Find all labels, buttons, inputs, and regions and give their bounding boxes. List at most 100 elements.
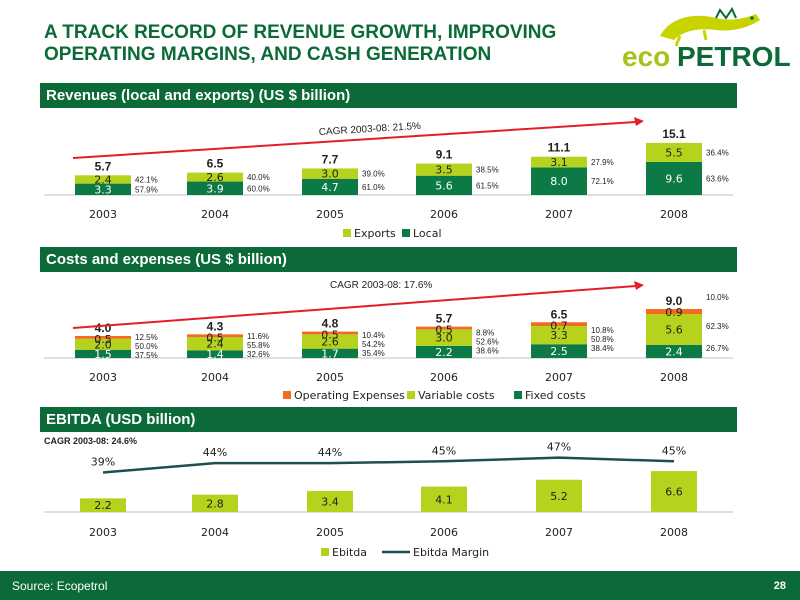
bar-exports bbox=[646, 142, 702, 162]
x-tick-label: 2005 bbox=[316, 526, 344, 539]
revenues-chart: 3.32.45.7 42.1%57.9% 2003 3.92.66.5 40.0% 60.… bbox=[44, 117, 733, 240]
bar-ebitda bbox=[307, 490, 353, 512]
data-label-operating-expenses: 0.7 bbox=[550, 319, 568, 332]
data-label-total: 4.3 bbox=[207, 319, 224, 333]
bar-local bbox=[416, 175, 472, 195]
bar-exports bbox=[416, 163, 472, 176]
bar-exports bbox=[187, 172, 243, 182]
percent-label-variable-costs: 55.8% bbox=[247, 341, 270, 350]
percent-label-variable-costs: 54.2% bbox=[362, 340, 385, 349]
data-label-ebitda: 4.1 bbox=[435, 493, 453, 506]
percent-label-local: 61.5% bbox=[476, 181, 499, 190]
bar-local bbox=[531, 167, 587, 195]
cagr-trend-line bbox=[72, 285, 637, 329]
data-label-ebitda: 5.2 bbox=[550, 490, 568, 503]
percent-label-operating-expenses: 10.8% bbox=[591, 326, 614, 335]
bar-operating-expenses bbox=[646, 309, 702, 314]
bar-ebitda bbox=[421, 486, 467, 512]
bar-ebitda bbox=[192, 494, 238, 512]
page-title: A TRACK RECORD OF REVENUE GROWTH, IMPROV… bbox=[44, 22, 557, 65]
cagr-annotation: CAGR 2003-08: 24.6% bbox=[44, 436, 137, 446]
legend-label-local: Local bbox=[413, 227, 442, 240]
x-tick-label: 2007 bbox=[545, 208, 573, 221]
percent-label-fixed-costs: 35.4% bbox=[362, 349, 385, 358]
data-label-operating-expenses: 0.5 bbox=[206, 331, 224, 344]
cagr-arrowhead bbox=[634, 281, 644, 290]
margin-label: 45% bbox=[432, 444, 456, 457]
legend-swatch-variable-costs bbox=[407, 391, 415, 399]
source-note: Source: Ecopetrol bbox=[12, 579, 108, 593]
legend-label-exports: Exports bbox=[354, 227, 396, 240]
logo-petrol-text: PETROL bbox=[677, 41, 790, 72]
margin-label: 39% bbox=[91, 455, 115, 468]
data-label-operating-expenses: 0.5 bbox=[321, 329, 339, 342]
data-label-fixed-costs: 1.4 bbox=[206, 348, 224, 361]
cagr-trend-line bbox=[72, 121, 637, 159]
percent-label-fixed-costs: 37.5% bbox=[135, 351, 158, 360]
page-number: 28 bbox=[773, 580, 786, 592]
data-label-total: 15.1 bbox=[662, 127, 686, 141]
ebitda-chart: 2.2 39% 2003 2.8 44% 2004 3.4 44% 2005 4.1 45% 2006… bbox=[44, 436, 733, 559]
percent-label-operating-expenses: 10.0% bbox=[706, 293, 729, 302]
data-label-ebitda: 3.4 bbox=[321, 495, 339, 508]
percent-label-exports: 38.5% bbox=[476, 166, 499, 175]
logo-eco-text: eco bbox=[622, 41, 670, 72]
legend-label-fixed-costs: Fixed costs bbox=[525, 389, 586, 402]
margin-label: 44% bbox=[318, 446, 342, 459]
bar-exports bbox=[75, 175, 131, 184]
percent-label-exports: 27.9% bbox=[591, 158, 614, 167]
bar-local bbox=[302, 178, 358, 195]
data-label-local: 3.3 bbox=[94, 183, 112, 196]
data-label-fixed-costs: 2.5 bbox=[550, 345, 568, 358]
x-tick-label: 2004 bbox=[201, 371, 229, 384]
data-label-ebitda: 2.8 bbox=[206, 497, 224, 510]
data-label-total: 6.5 bbox=[551, 307, 568, 321]
data-label-ebitda: 6.6 bbox=[665, 486, 683, 499]
legend-swatch-local bbox=[402, 229, 410, 237]
percent-label-fixed-costs: 38.6% bbox=[476, 346, 499, 355]
x-tick-label: 2006 bbox=[430, 526, 458, 539]
data-label-exports: 2.6 bbox=[206, 171, 224, 184]
percent-label-local: 57.9% bbox=[135, 185, 158, 194]
percent-label-exports: 42.1% bbox=[135, 175, 158, 184]
bar-operating-expenses bbox=[302, 331, 358, 335]
bar-local bbox=[75, 183, 131, 195]
data-label-total: 9.1 bbox=[436, 148, 453, 162]
ebitda-margin-line bbox=[102, 456, 675, 474]
percent-label-local: 61.0% bbox=[362, 183, 385, 192]
percent-label-local: 72.1% bbox=[591, 177, 614, 186]
percent-label-fixed-costs: 38.4% bbox=[591, 344, 614, 353]
data-label-variable-costs: 3.0 bbox=[435, 332, 453, 345]
bar-exports bbox=[302, 168, 358, 179]
margin-label: 47% bbox=[547, 441, 571, 454]
data-label-operating-expenses: 0.5 bbox=[94, 333, 112, 346]
data-label-local: 5.6 bbox=[435, 179, 453, 192]
percent-label-variable-costs: 52.6% bbox=[476, 337, 499, 346]
data-label-local: 4.7 bbox=[321, 181, 339, 194]
data-label-total: 5.7 bbox=[436, 312, 453, 326]
percent-label-operating-expenses: 11.6% bbox=[247, 332, 269, 341]
revenues-section-header: Revenues (local and exports) (US $ billi… bbox=[40, 83, 737, 108]
legend-swatch-exports bbox=[343, 229, 351, 237]
x-tick-label: 2003 bbox=[89, 208, 117, 221]
bar-operating-expenses bbox=[531, 322, 587, 327]
data-label-variable-costs: 5.6 bbox=[665, 323, 683, 336]
x-tick-label: 2007 bbox=[545, 526, 573, 539]
data-label-total: 4.0 bbox=[95, 321, 112, 335]
bar-variable-costs bbox=[75, 338, 131, 350]
percent-label-exports: 39.0% bbox=[362, 170, 385, 179]
data-label-local: 3.9 bbox=[206, 182, 224, 195]
percent-label-fixed-costs: 32.6% bbox=[247, 350, 270, 359]
legend-label-ebitda: Ebitda bbox=[332, 546, 367, 559]
cagr-annotation: CAGR 2003-08: 21.5% bbox=[318, 121, 421, 138]
bar-ebitda bbox=[651, 471, 697, 512]
percent-label-fixed-costs: 26.7% bbox=[706, 344, 729, 353]
bar-fixed-costs bbox=[531, 344, 587, 358]
costs-chart: 1.52.00.54.012.5%50.0%37.5%20031.42.40.5… bbox=[44, 280, 733, 402]
bar-fixed-costs bbox=[646, 344, 702, 358]
x-tick-label: 2004 bbox=[201, 208, 229, 221]
bar-ebitda bbox=[536, 479, 582, 512]
cagr-annotation: CAGR 2003-08: 17.6% bbox=[330, 280, 432, 291]
x-tick-label: 2006 bbox=[430, 371, 458, 384]
x-tick-label: 2006 bbox=[430, 208, 458, 221]
